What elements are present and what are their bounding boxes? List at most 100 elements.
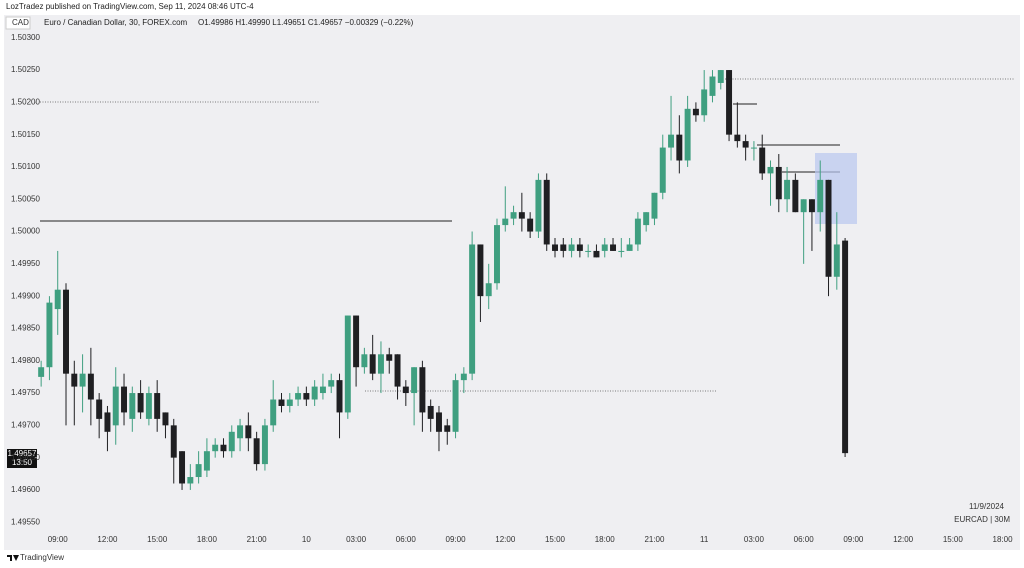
candle-body	[112, 386, 119, 426]
candle-body	[38, 367, 45, 377]
x-tick-label: 06:00	[396, 535, 417, 544]
candle-body	[460, 373, 467, 381]
y-tick-label: 1.50250	[11, 65, 40, 74]
y-tick-label: 1.49950	[11, 259, 40, 268]
publisher-line: LozTradez published on TradingView.com, …	[6, 2, 254, 11]
last-time: 13:50	[12, 458, 33, 467]
candle-body	[286, 399, 293, 406]
candle-body	[261, 425, 268, 465]
y-tick-label: 1.49900	[11, 291, 40, 300]
candle-body	[800, 199, 807, 213]
x-tick-label: 15:00	[545, 535, 566, 544]
candle-body	[270, 399, 277, 426]
price-badge	[7, 449, 37, 468]
candle-body	[228, 431, 235, 452]
candle-body	[87, 373, 94, 400]
y-tick-label: 1.50050	[11, 194, 40, 203]
candle-body	[328, 380, 335, 387]
candle-body	[651, 192, 658, 219]
candle-body	[808, 199, 815, 213]
candle-body	[833, 244, 840, 277]
candle-body	[817, 179, 824, 213]
candle-body	[535, 179, 542, 232]
y-tick-label: 1.50150	[11, 130, 40, 139]
x-tick-label: 12:00	[495, 535, 516, 544]
candle-body	[344, 315, 351, 413]
candle-body	[278, 399, 285, 406]
candle-body	[767, 166, 774, 174]
candle-body	[659, 147, 666, 193]
candle-body	[427, 405, 434, 419]
candle-body	[560, 244, 567, 251]
candle-body	[311, 386, 318, 400]
candle-body	[676, 134, 683, 161]
candle-body	[494, 225, 500, 284]
candle-body	[295, 393, 302, 400]
candle-body	[303, 393, 310, 400]
candle-body	[179, 451, 186, 484]
candle-body	[601, 244, 608, 251]
candle-body	[593, 250, 600, 258]
candle-body	[253, 438, 260, 465]
candle-body	[336, 380, 343, 413]
candle-body	[96, 399, 103, 419]
x-tick-label: 09:00	[48, 535, 69, 544]
candle-body	[502, 218, 509, 226]
candle-body	[411, 367, 418, 394]
y-tick-label: 1.50000	[11, 227, 40, 236]
x-tick-label: 21:00	[247, 535, 268, 544]
candle-body	[750, 147, 757, 149]
footer: TradingView	[20, 553, 64, 562]
candle-body	[585, 250, 592, 252]
y-tick-label: 1.49600	[11, 485, 40, 494]
candle-body	[576, 244, 583, 251]
candle-body	[195, 464, 202, 478]
candle-body	[319, 386, 326, 394]
ohlc-legend: O1.49986 H1.49990 L1.49651 C1.49657 −0.0…	[198, 18, 414, 27]
y-tick-label: 1.49650	[11, 453, 40, 462]
y-tick-label: 1.50200	[11, 97, 40, 106]
candle-body	[618, 250, 625, 252]
last-price: 1.49657	[8, 449, 37, 458]
x-tick-label: 06:00	[794, 535, 815, 544]
candle-body	[634, 218, 641, 245]
x-tick-label: 15:00	[943, 535, 964, 544]
candle-body	[734, 134, 741, 142]
y-tick-label: 1.49700	[11, 420, 40, 429]
candle-body	[692, 108, 699, 116]
candle-body	[121, 386, 128, 413]
candle-body	[435, 412, 442, 432]
x-tick-label: 03:00	[744, 535, 765, 544]
candle-body	[63, 289, 69, 374]
candle-body	[203, 451, 210, 471]
y-tick-label: 1.49750	[11, 388, 40, 397]
candle-body	[742, 141, 749, 148]
candle-body	[386, 354, 393, 361]
y-tick-label: 1.49550	[11, 517, 40, 526]
candle-body	[220, 444, 227, 452]
candle-body	[361, 354, 368, 368]
x-tick-label: 11	[700, 535, 709, 544]
candle-body	[187, 477, 194, 484]
candle-body	[154, 393, 161, 419]
x-tick-label: 12:00	[893, 535, 914, 544]
candle-body	[394, 354, 401, 387]
x-tick-label: 12:00	[97, 535, 118, 544]
candle-body	[129, 393, 136, 419]
candle-body	[775, 166, 782, 200]
candle-body	[452, 380, 459, 432]
candle-body	[79, 373, 86, 387]
candle-body	[568, 244, 575, 251]
candle-body	[552, 244, 558, 251]
candle-body	[610, 244, 617, 251]
x-tick-label: 10	[302, 535, 311, 544]
candle-body	[759, 147, 766, 174]
candle-body	[784, 179, 791, 200]
logo-mark	[7, 555, 19, 561]
candle-body	[46, 302, 53, 368]
x-tick-label: 18:00	[993, 535, 1014, 544]
candle-body	[419, 367, 426, 413]
x-tick-label: 09:00	[843, 535, 864, 544]
candle-body	[162, 412, 169, 426]
y-tick-label: 1.49800	[11, 356, 40, 365]
